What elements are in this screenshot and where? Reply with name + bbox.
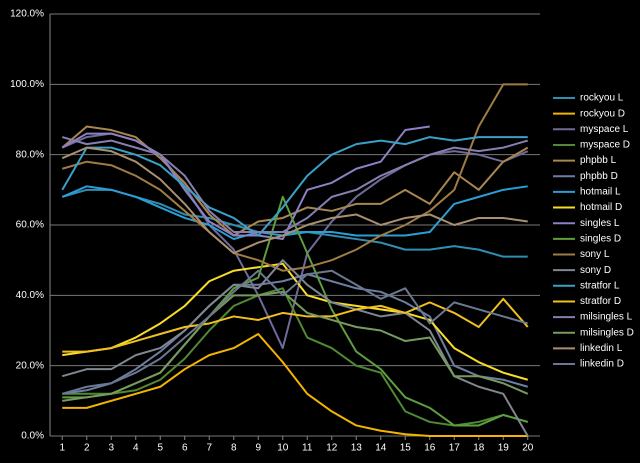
series-line <box>61 83 528 272</box>
series-line <box>61 136 529 234</box>
legend-label: stratfor L <box>580 280 620 291</box>
series-line <box>62 297 529 353</box>
x-tick-label: 8 <box>231 443 237 454</box>
x-tick-label: 14 <box>375 443 387 454</box>
x-tick-label: 17 <box>449 443 461 454</box>
x-tick-label: 10 <box>277 443 289 454</box>
legend-label: linkedin L <box>580 343 623 354</box>
y-tick-label: 0.0% <box>21 431 44 442</box>
y-tick-label: 80.0% <box>16 149 44 160</box>
legend-label: sony L <box>580 249 610 260</box>
y-tick-label: 100.0% <box>10 79 44 90</box>
x-tick-label: 18 <box>473 443 485 454</box>
series-line <box>61 146 528 255</box>
x-tick-label: 16 <box>424 443 436 454</box>
legend-label: singles L <box>580 218 620 229</box>
series-line <box>61 269 529 395</box>
x-tick-label: 7 <box>206 443 212 454</box>
x-tick-label: 5 <box>157 443 163 454</box>
x-tick-label: 1 <box>59 443 65 454</box>
legend-label: singles D <box>580 233 621 244</box>
x-tick-label: 19 <box>498 443 510 454</box>
legend-label: phpbb D <box>580 171 618 182</box>
legend-label: myspace D <box>580 140 630 151</box>
x-tick-label: 9 <box>255 443 261 454</box>
series-line <box>62 333 528 437</box>
x-tick-label: 6 <box>182 443 188 454</box>
y-tick-label: 40.0% <box>16 290 44 301</box>
x-tick-label: 15 <box>400 443 412 454</box>
legend-label: milsingles D <box>580 327 634 338</box>
series-line <box>62 287 529 427</box>
legend-label: sony D <box>580 265 611 276</box>
x-tick-label: 3 <box>108 443 114 454</box>
legend-label: rockyou D <box>580 108 625 119</box>
series-line <box>61 136 528 237</box>
legend-label: linkedin D <box>580 359 624 370</box>
series-line <box>62 273 529 395</box>
legend-label: stratfor D <box>580 296 621 307</box>
y-tick-label: 60.0% <box>16 220 44 231</box>
legend-label: phpbb L <box>580 155 617 166</box>
series-line <box>62 290 529 402</box>
x-tick-label: 4 <box>133 443 139 454</box>
x-tick-label: 11 <box>302 443 313 454</box>
y-tick-label: 120.0% <box>10 9 44 20</box>
y-tick-label: 20.0% <box>16 360 44 371</box>
x-tick-label: 13 <box>351 443 363 454</box>
x-tick-label: 2 <box>84 443 90 454</box>
legend-label: rockyou L <box>580 93 624 104</box>
legend-label: hotmail L <box>580 187 621 198</box>
legend-label: milsingles L <box>580 312 633 323</box>
series-line <box>61 259 529 437</box>
x-tick-label: 20 <box>522 443 534 454</box>
legend-label: myspace L <box>580 124 629 135</box>
legend-label: hotmail D <box>580 202 622 213</box>
x-tick-label: 12 <box>326 443 338 454</box>
series-line <box>61 185 528 241</box>
series-line <box>61 125 430 241</box>
series-line <box>62 262 529 381</box>
